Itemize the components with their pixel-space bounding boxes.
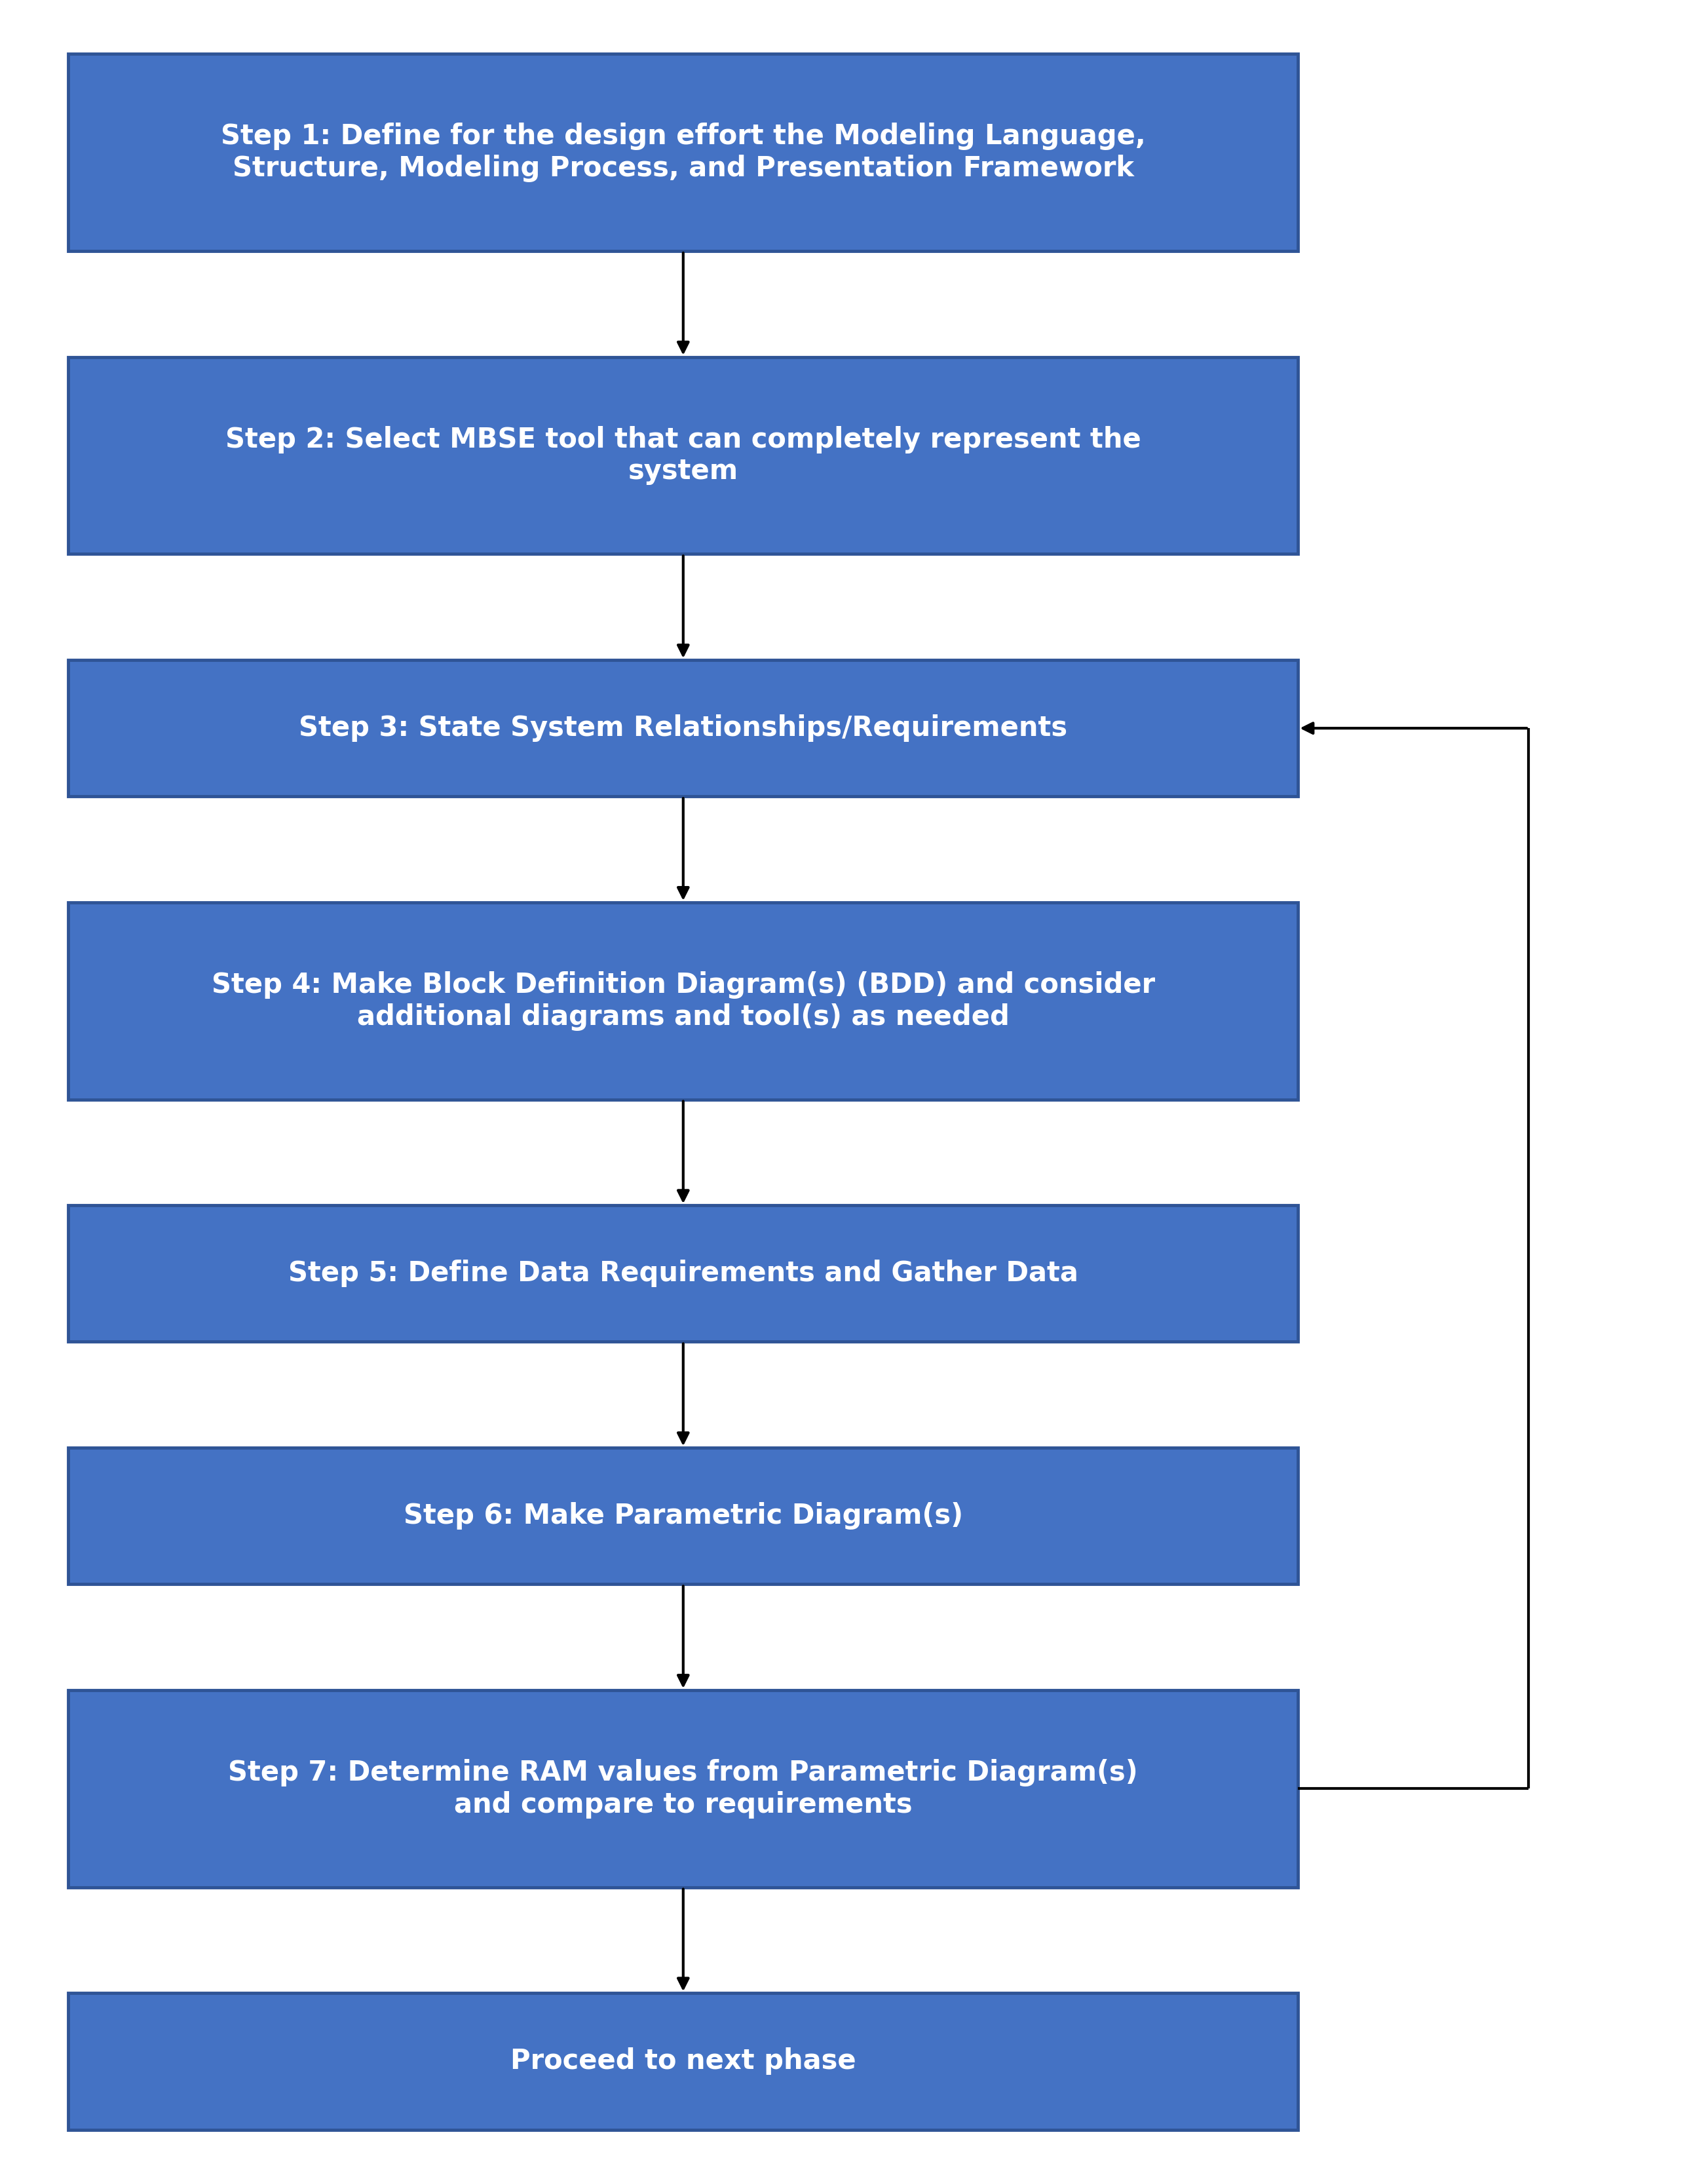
FancyBboxPatch shape [68,1206,1298,1343]
FancyBboxPatch shape [68,357,1298,553]
FancyBboxPatch shape [68,659,1298,796]
Text: Step 1: Define for the design effort the Modeling Language,
Structure, Modeling : Step 1: Define for the design effort the… [220,123,1146,182]
FancyBboxPatch shape [68,902,1298,1100]
FancyBboxPatch shape [68,1691,1298,1887]
Text: Step 7: Determine RAM values from Parametric Diagram(s)
and compare to requireme: Step 7: Determine RAM values from Parame… [229,1760,1138,1818]
FancyBboxPatch shape [68,1993,1298,2130]
Text: Step 4: Make Block Definition Diagram(s) (BDD) and consider
additional diagrams : Step 4: Make Block Definition Diagram(s)… [212,971,1155,1031]
FancyBboxPatch shape [68,54,1298,251]
Text: Step 2: Select MBSE tool that can completely represent the
system: Step 2: Select MBSE tool that can comple… [225,426,1141,484]
Text: Proceed to next phase: Proceed to next phase [511,2047,856,2076]
Text: Step 6: Make Parametric Diagram(s): Step 6: Make Parametric Diagram(s) [403,1503,963,1531]
Text: Step 3: State System Relationships/Requirements: Step 3: State System Relationships/Requi… [299,713,1068,742]
Text: Step 5: Define Data Requirements and Gather Data: Step 5: Define Data Requirements and Gat… [289,1260,1078,1286]
FancyBboxPatch shape [68,1449,1298,1585]
